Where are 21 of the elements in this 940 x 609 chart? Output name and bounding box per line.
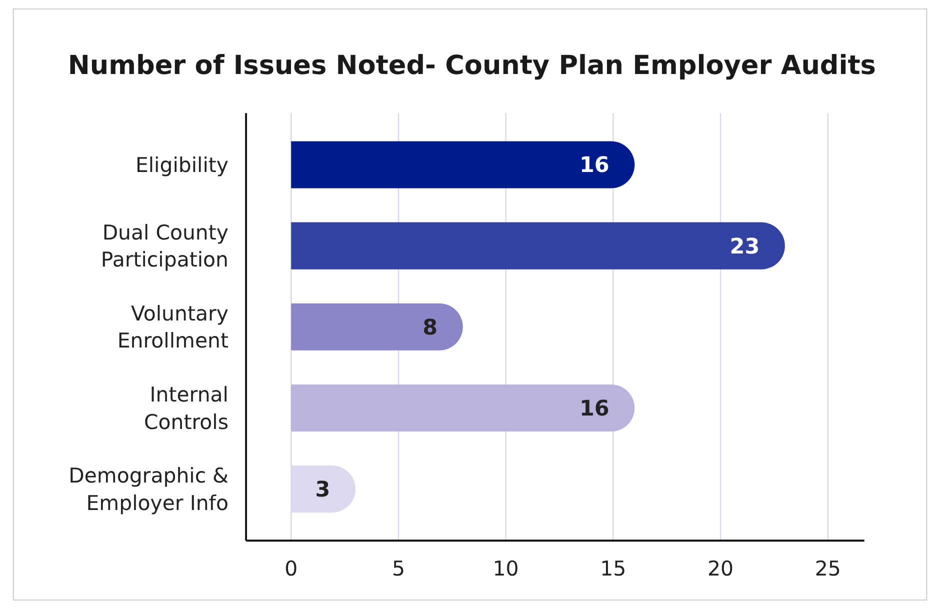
y-tick-label: Dual County Participation: [100, 220, 229, 272]
x-tick-label: 25: [814, 556, 841, 581]
x-tick-label: 10: [492, 556, 519, 581]
x-tick-label: 0: [284, 556, 298, 581]
y-tick-label: Demographic & Employer Info: [68, 464, 229, 515]
y-tick-label: Voluntary Enrollment: [117, 301, 229, 353]
bar: [291, 222, 785, 270]
data-label: 8: [422, 315, 438, 340]
data-label: 16: [580, 153, 610, 178]
data-label: 23: [730, 234, 760, 260]
x-tick-label: 15: [600, 556, 626, 581]
y-tick-label: Internal Controls: [144, 382, 229, 434]
data-label: 16: [580, 396, 610, 422]
x-tick-label: 5: [392, 556, 405, 581]
bar: [291, 384, 635, 432]
x-tick-label: 20: [708, 556, 734, 581]
bar: [291, 303, 463, 350]
chart-title: Number of Issues Noted- County Plan Employer Audits: [68, 51, 876, 82]
bar: [291, 141, 635, 188]
y-tick-label: Eligibility: [135, 152, 229, 177]
data-label: 3: [315, 478, 330, 503]
